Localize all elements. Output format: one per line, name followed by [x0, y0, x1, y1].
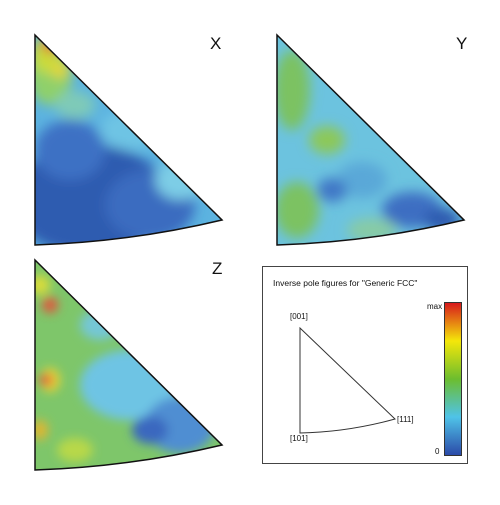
- pole-101: [101]: [290, 434, 308, 443]
- ipf-z-outline: [34, 258, 224, 471]
- colorbar-min-label: 0: [435, 447, 440, 456]
- ipf-z: Z: [30, 255, 230, 480]
- ipf-z-map: [34, 258, 224, 471]
- ipf-y-label: Y: [456, 34, 468, 53]
- colorbar-max-label: max: [427, 302, 443, 311]
- ipf-y-outline: [276, 33, 466, 246]
- ipf-x-map: [34, 33, 224, 246]
- legend-box: Inverse pole figures for "Generic FCC" […: [262, 266, 468, 464]
- legend-title: Inverse pole figures for "Generic FCC": [273, 278, 418, 288]
- legend-triangle: [299, 326, 396, 434]
- ipf-x-outline: [34, 33, 224, 246]
- ipf-z-label: Z: [212, 259, 223, 278]
- pole-111: [111]: [397, 415, 414, 424]
- ipf-x-label: X: [210, 34, 222, 53]
- ipf-y: Y: [272, 30, 472, 255]
- pole-001: [001]: [290, 312, 308, 321]
- ipf-y-map: [276, 33, 466, 246]
- colorbar: [444, 302, 462, 456]
- ipf-x: X: [30, 30, 230, 255]
